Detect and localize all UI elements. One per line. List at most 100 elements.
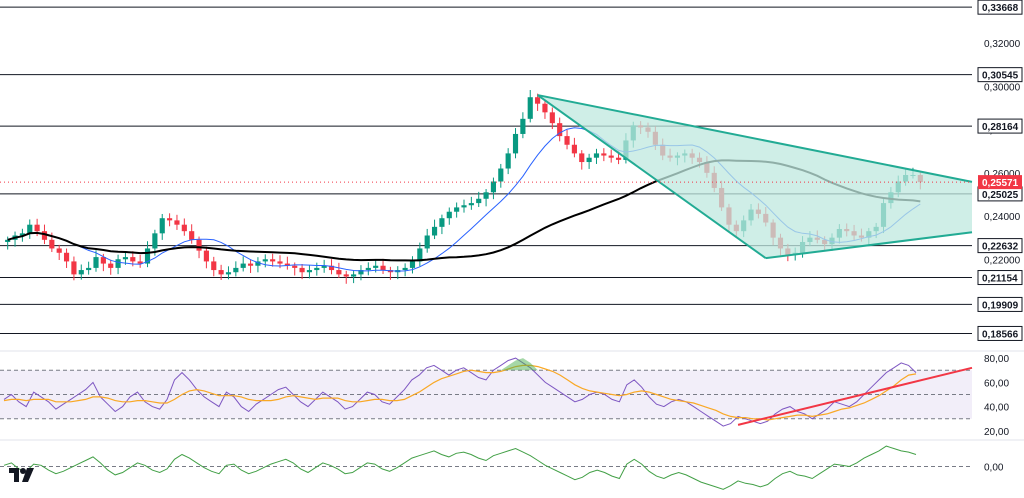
price-tick-label: 0,26000 xyxy=(984,169,1021,180)
candle-body xyxy=(181,224,187,232)
level-label-box xyxy=(977,118,1023,134)
level-label: 0,22632 xyxy=(982,242,1019,253)
candle-body xyxy=(115,259,121,268)
price-tick-label: 0,30000 xyxy=(984,82,1021,93)
candle-body xyxy=(520,118,526,134)
candle-body xyxy=(424,235,430,249)
level-label: 0,30545 xyxy=(982,71,1019,82)
candle-body xyxy=(130,257,136,262)
candle-body xyxy=(328,265,335,271)
candle-body xyxy=(159,218,165,234)
level-label-box xyxy=(977,238,1023,254)
triangle-left-trendline xyxy=(537,94,767,259)
candle-body xyxy=(608,155,614,158)
rsi-line xyxy=(3,357,917,427)
level-label: 0,19909 xyxy=(982,300,1019,311)
candle-body xyxy=(292,265,298,268)
candle-body xyxy=(86,267,92,271)
level-label: 0,18566 xyxy=(982,329,1019,340)
candle-body xyxy=(225,272,232,275)
rsi-tick-label: 80,00 xyxy=(984,354,1009,365)
candle-body xyxy=(468,203,474,206)
candle-body xyxy=(446,211,452,219)
candle-body xyxy=(358,270,364,275)
level-label: 0,21154 xyxy=(982,274,1018,285)
candle-body xyxy=(579,153,585,163)
candle-body xyxy=(439,218,445,227)
candle-body xyxy=(314,267,320,271)
candle-body xyxy=(542,103,548,113)
candle-body xyxy=(417,248,423,262)
candle-body xyxy=(454,207,460,212)
candle-body xyxy=(431,226,438,236)
rsi-overbought-fill xyxy=(500,358,538,371)
candle-body xyxy=(593,153,600,158)
candle-body xyxy=(505,153,511,169)
rsi-trendline xyxy=(737,366,973,426)
price-tick-label: 0,32000 xyxy=(984,39,1021,50)
candle-body xyxy=(108,263,114,268)
level-label: 0,25025 xyxy=(982,190,1019,201)
candle-body xyxy=(240,263,246,268)
candle-body xyxy=(255,261,261,266)
level-label-box xyxy=(977,270,1023,286)
candle-body xyxy=(71,261,77,275)
candle-body xyxy=(615,157,622,160)
candle-body xyxy=(351,274,357,277)
candle-body xyxy=(601,153,607,156)
candle-body xyxy=(321,265,327,268)
candle-body xyxy=(461,205,467,208)
candle-body xyxy=(63,252,70,262)
candle-body xyxy=(373,265,379,268)
candle-body xyxy=(93,257,99,268)
candle-body xyxy=(78,270,84,275)
candle-body xyxy=(586,157,592,163)
candle-body xyxy=(144,248,151,264)
rsi-tick-label: 20,00 xyxy=(984,427,1009,438)
candle-body xyxy=(247,263,254,266)
candle-body xyxy=(498,168,504,182)
candle-body xyxy=(152,233,158,249)
candle-body xyxy=(27,224,33,234)
level-label-box xyxy=(977,0,1023,15)
last-price-label-box xyxy=(978,175,1022,190)
candle-body xyxy=(34,224,40,232)
candle-body xyxy=(19,233,25,236)
candle-body xyxy=(284,263,290,266)
rsi-tick-label: 60,00 xyxy=(984,378,1009,389)
candle-body xyxy=(211,261,217,271)
price-tick-label: 0,22000 xyxy=(984,255,1021,266)
candle-body xyxy=(5,239,11,242)
candle-body xyxy=(527,97,533,119)
candle-body xyxy=(100,257,106,264)
candle-body xyxy=(409,261,416,268)
candle-body xyxy=(270,259,276,262)
candle-body xyxy=(167,218,173,221)
triangle-pattern-fill xyxy=(537,95,972,259)
candle-body xyxy=(549,112,555,124)
price-tick-label: 0,24000 xyxy=(984,212,1021,223)
candle-body xyxy=(512,133,519,154)
level-label-box xyxy=(977,325,1023,341)
candle-body xyxy=(571,144,577,154)
last-price-label: 0,25571 xyxy=(982,178,1019,189)
candle-body xyxy=(137,261,143,264)
candle-body xyxy=(365,267,371,271)
triangle-upper-trendline xyxy=(537,94,973,183)
level-label: 0,28164 xyxy=(982,122,1019,133)
candle-body xyxy=(490,181,497,193)
candle-body xyxy=(306,270,313,273)
candle-body xyxy=(49,239,55,249)
candle-body xyxy=(196,239,202,251)
candle-body xyxy=(218,270,224,275)
level-label-box xyxy=(977,67,1023,83)
tradingview-logo xyxy=(9,468,34,482)
candle-body xyxy=(233,267,239,273)
candle-body xyxy=(402,267,408,271)
candle-body xyxy=(380,265,386,271)
candle-body xyxy=(56,248,62,253)
rsi-tick-label: 40,00 xyxy=(984,403,1009,414)
oscillator-line xyxy=(3,445,917,490)
candle-body xyxy=(299,267,305,273)
